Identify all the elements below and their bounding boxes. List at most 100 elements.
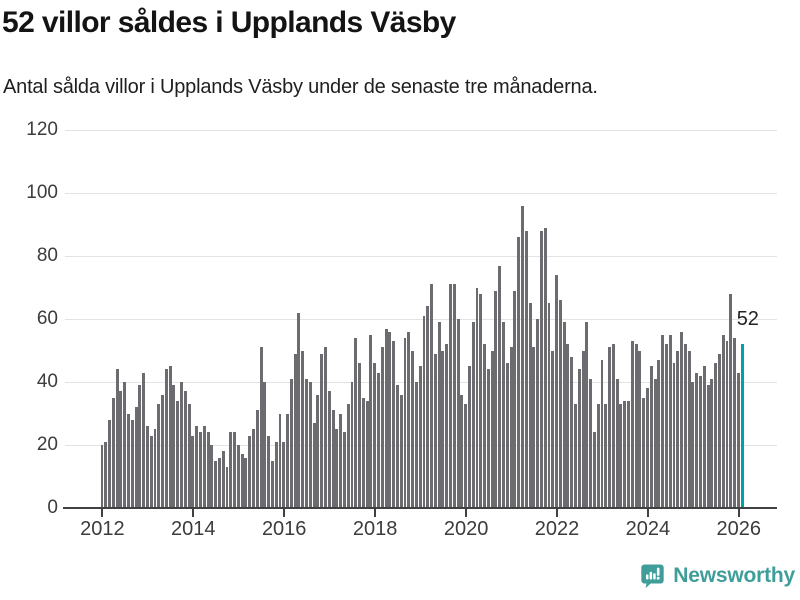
bar-month [149, 435, 153, 509]
x-axis-tick-label: 2018 [352, 518, 398, 540]
x-axis-tick [374, 509, 377, 517]
bar-month [464, 404, 468, 509]
bar-month [324, 347, 327, 509]
bar-month [661, 334, 665, 509]
bar-month [668, 334, 672, 509]
bar-month [263, 382, 267, 508]
bar-month [168, 366, 172, 509]
bar-month [445, 344, 449, 508]
bar-month [331, 410, 335, 508]
bar-month [467, 366, 471, 509]
bar-month [581, 350, 585, 508]
bar-month [558, 300, 562, 508]
bar-month [108, 419, 112, 508]
bar-month [657, 360, 661, 508]
x-axis-tick-label: 2016 [261, 518, 307, 540]
bar-month [608, 347, 612, 509]
bar-month [282, 441, 286, 508]
bar-month [646, 388, 649, 508]
latest-value-label: 52 [736, 308, 759, 330]
bar-month [229, 432, 233, 508]
gridline [65, 256, 777, 257]
x-axis-tick-label: 2022 [534, 518, 580, 540]
bar-month [180, 382, 183, 508]
bar-month [517, 237, 521, 508]
bar-month [119, 391, 123, 508]
bar-month [642, 397, 646, 509]
bar-month [138, 385, 142, 508]
bar-month [505, 363, 509, 508]
bar-month [202, 426, 206, 508]
bar-month [714, 363, 718, 508]
gridline [65, 130, 777, 131]
bar-month [411, 350, 415, 508]
bar-month [127, 413, 130, 508]
bar-month [214, 460, 218, 509]
bar-month [509, 347, 513, 509]
bar-month [335, 429, 339, 509]
bar-month [244, 457, 248, 508]
x-axis-tick-label: 2012 [80, 518, 125, 540]
bar-month [649, 366, 653, 509]
bar-month [225, 467, 229, 508]
bar-month [259, 347, 263, 509]
bar-month [297, 312, 301, 508]
bar-month [255, 410, 259, 508]
bar-month [233, 432, 237, 508]
x-axis-tick [465, 509, 468, 517]
bar-month [490, 350, 494, 508]
bar-month [153, 429, 157, 509]
bar-month [274, 441, 278, 508]
bar-month [619, 404, 623, 509]
bar-month [733, 337, 737, 508]
bar-month [346, 404, 350, 509]
bar-month [710, 378, 714, 509]
bar-month [449, 284, 452, 509]
bar-month [123, 382, 127, 508]
bar-month [687, 350, 691, 508]
bar-month [596, 404, 600, 509]
bar-month [551, 350, 555, 508]
bar-month [380, 347, 384, 509]
bar-month [270, 460, 274, 509]
bar-month [566, 344, 570, 508]
x-axis-tick [101, 509, 104, 517]
bar-month [547, 303, 551, 509]
bar-month [384, 328, 388, 508]
bar-month [725, 341, 729, 508]
bar-month [327, 391, 331, 508]
bar-month [721, 334, 725, 509]
chart-subtitle: Antal sålda villor i Upplands Väsby unde… [3, 76, 598, 98]
bar-month [320, 353, 324, 508]
bar-month [680, 331, 684, 508]
x-axis-tick [737, 509, 740, 517]
bar-month [494, 290, 498, 508]
bar-month [187, 404, 191, 509]
bar-month [426, 306, 430, 508]
bar-month [361, 397, 365, 509]
bar-month [252, 429, 255, 509]
bar-month [418, 366, 422, 509]
bar-month [104, 441, 108, 508]
newsworthy-logo[interactable]: Newsworthy [640, 563, 795, 589]
bar-month [483, 344, 487, 508]
bar-month [623, 400, 627, 508]
bar-month [532, 347, 536, 509]
bar-month [172, 385, 176, 508]
y-axis-tick-label: 0 [47, 497, 58, 518]
bar-month [388, 331, 392, 508]
bar-month [691, 382, 695, 508]
bar-month [414, 382, 418, 508]
bar-month [486, 369, 490, 508]
x-axis-tick [283, 509, 286, 517]
bar-month [130, 419, 134, 508]
bar-month [585, 322, 589, 508]
bar-month [145, 426, 149, 508]
bar-month [452, 284, 456, 509]
x-axis-tick [556, 509, 558, 517]
x-axis-tick [646, 509, 649, 517]
bar-month [278, 413, 282, 508]
bar-month [221, 451, 225, 508]
